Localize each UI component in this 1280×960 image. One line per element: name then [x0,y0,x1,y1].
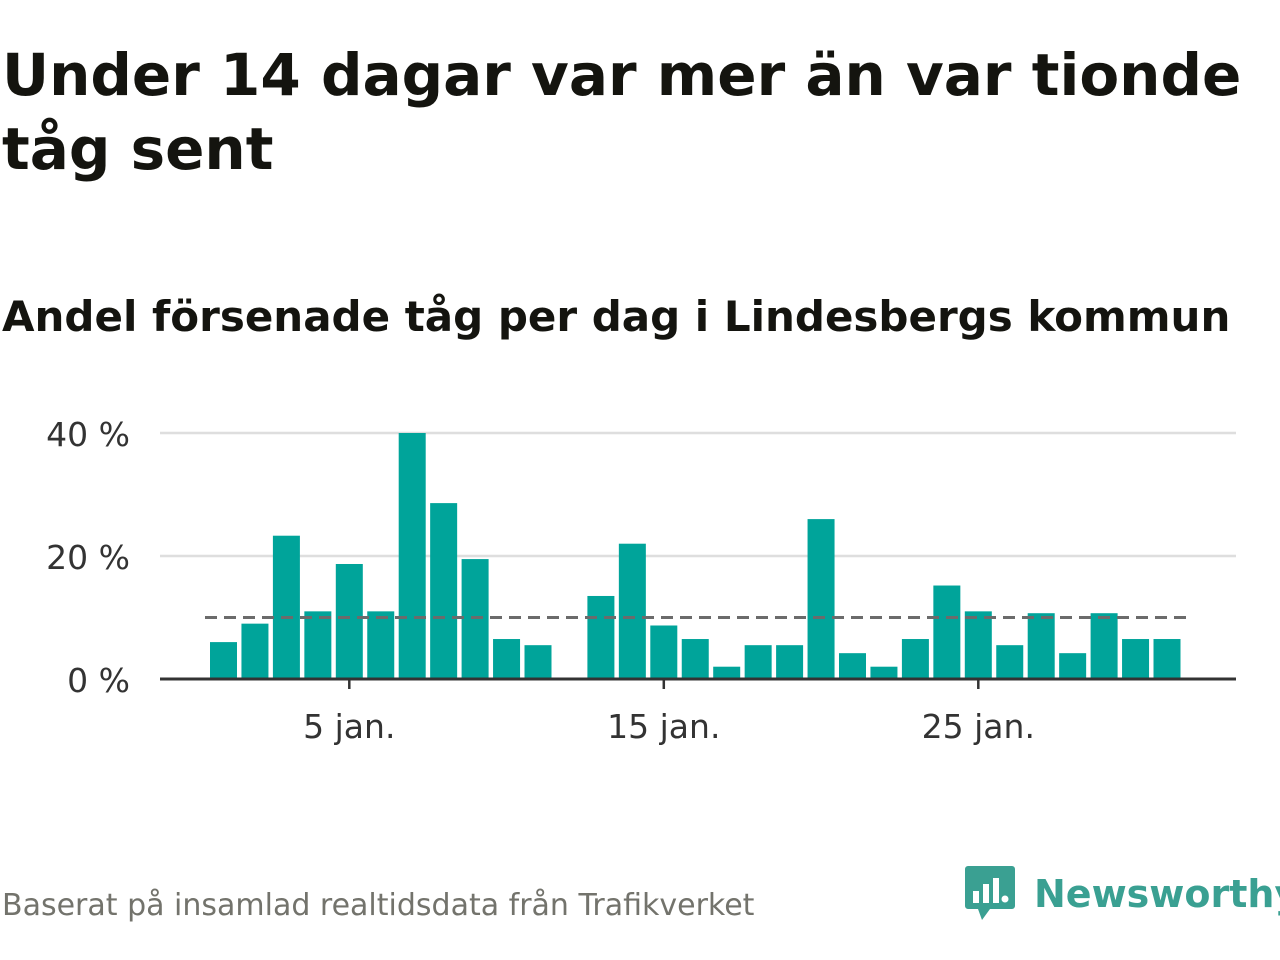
bar [587,595,615,679]
bar [493,639,521,679]
x-tick-label: 5 jan. [303,707,395,746]
bar [461,559,489,679]
bar [524,645,552,679]
bar [304,611,332,679]
bar [241,623,269,679]
bar [650,625,678,679]
bar [272,535,300,679]
x-tick-label: 25 jan. [922,707,1035,746]
newsworthy-logo-icon [965,866,1015,920]
gridlines [160,431,1236,558]
bar [210,642,237,679]
bar [367,611,395,679]
bar [964,611,992,679]
bar [1027,613,1055,679]
axes: 0 % 20 % 40 % 5 jan. 15 jan. 25 jan. [46,415,1236,746]
bar [1122,639,1150,679]
bar [870,666,898,679]
x-tick-label: 15 jan. [607,707,720,746]
brand-name: Newsworthy [1034,872,1280,916]
bar [744,645,772,679]
bar [933,585,961,679]
y-tick-label: 20 % [46,538,130,577]
y-tick-label: 0 % [67,661,130,700]
bar [996,645,1024,679]
bar [776,645,804,679]
bars [210,433,1181,679]
bar [839,653,866,679]
bar [901,639,929,679]
bar [1153,639,1181,679]
y-tick-label: 40 % [46,415,130,454]
brand-logo: Newsworthy [964,862,1280,926]
bar [713,666,741,679]
bar [681,639,709,679]
chart-subtitle: Andel försenade tåg per dag i Lindesberg… [2,292,1231,341]
source-note: Baserat på insamlad realtidsdata från Tr… [2,888,755,923]
bar [1059,653,1087,679]
bar [1090,613,1118,679]
chart-title: Under 14 dagar var mer än var tionde tåg… [2,41,1242,183]
bar [398,433,426,679]
bar [807,519,835,679]
bar [335,563,363,679]
bar [618,543,646,679]
bar [430,503,458,679]
